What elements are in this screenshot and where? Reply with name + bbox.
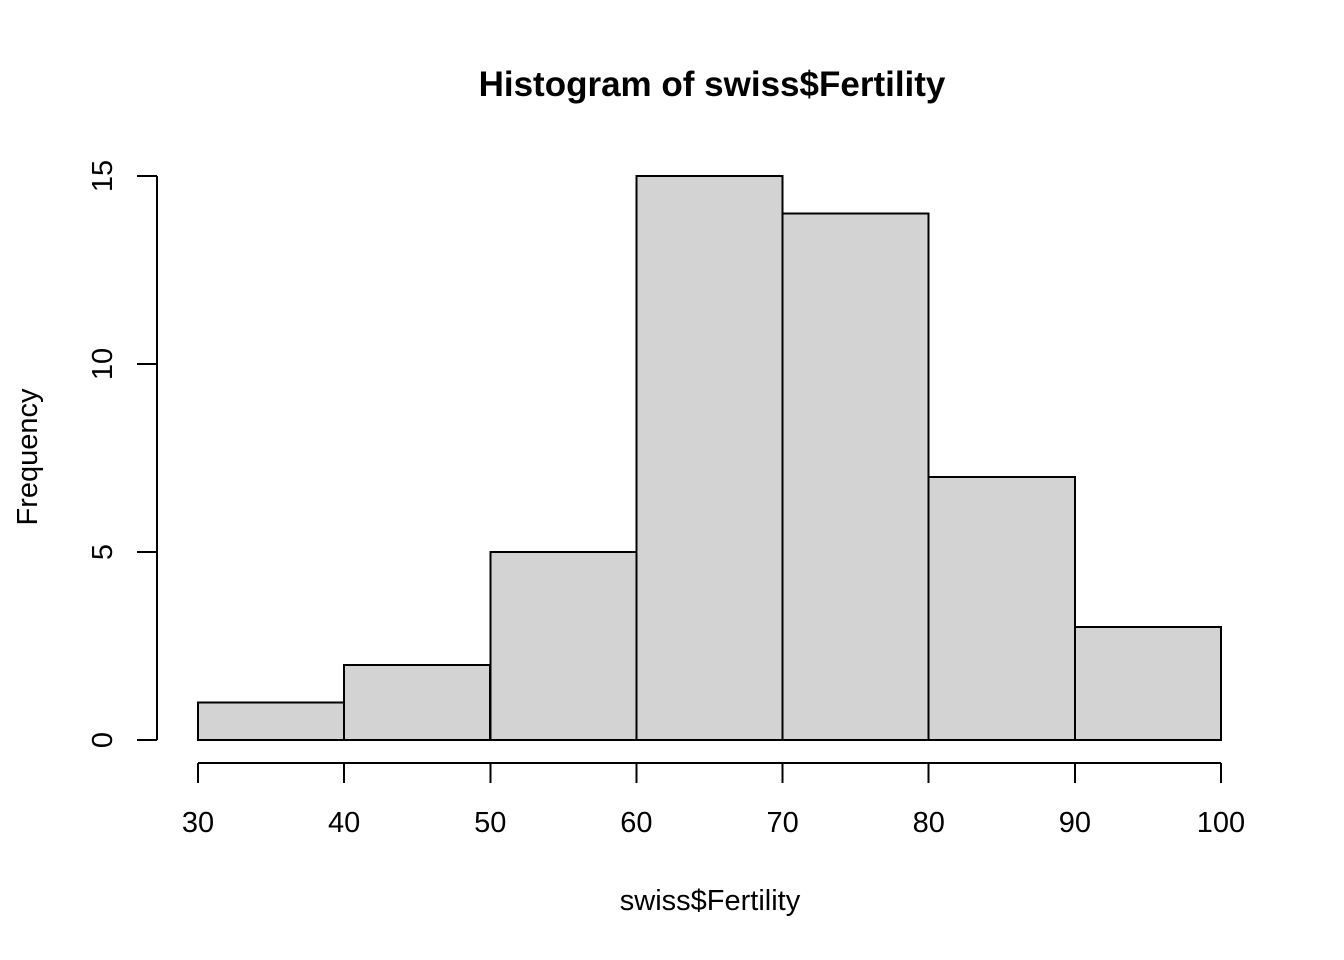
histogram-bar-30-40	[197, 701, 346, 742]
x-tick-label-90: 90	[1059, 807, 1091, 839]
histogram-bar-40-50	[343, 663, 492, 741]
x-tick-label-60: 60	[620, 807, 652, 839]
histogram-bar-70-80	[781, 212, 930, 742]
x-tick-label-50: 50	[474, 807, 506, 839]
x-tick-label-40: 40	[328, 807, 360, 839]
y-tick-label-0: 0	[87, 732, 119, 748]
y-axis: 0 5 10 15	[87, 160, 158, 748]
x-tick-label-70: 70	[766, 807, 798, 839]
chart-title: Histogram of swiss$Fertility	[479, 65, 946, 104]
x-tick-label-100: 100	[1197, 807, 1245, 839]
x-axis: 30 40 50 60 70 80 90 100	[182, 762, 1245, 839]
histogram-bar-60-70	[635, 175, 784, 741]
histogram-bar-90-100	[1073, 626, 1223, 742]
x-tick-label-30: 30	[182, 807, 214, 839]
y-axis-label: Frequency	[12, 388, 44, 526]
histogram-bar-80-90	[927, 475, 1076, 741]
y-tick-label-10: 10	[87, 348, 119, 380]
y-tick-label-15: 15	[87, 160, 119, 192]
histogram-bar-50-60	[489, 551, 638, 741]
bars-layer	[197, 175, 1223, 742]
x-axis-label: swiss$Fertility	[620, 885, 801, 917]
y-tick-label-5: 5	[87, 544, 119, 560]
x-tick-label-80: 80	[913, 807, 945, 839]
